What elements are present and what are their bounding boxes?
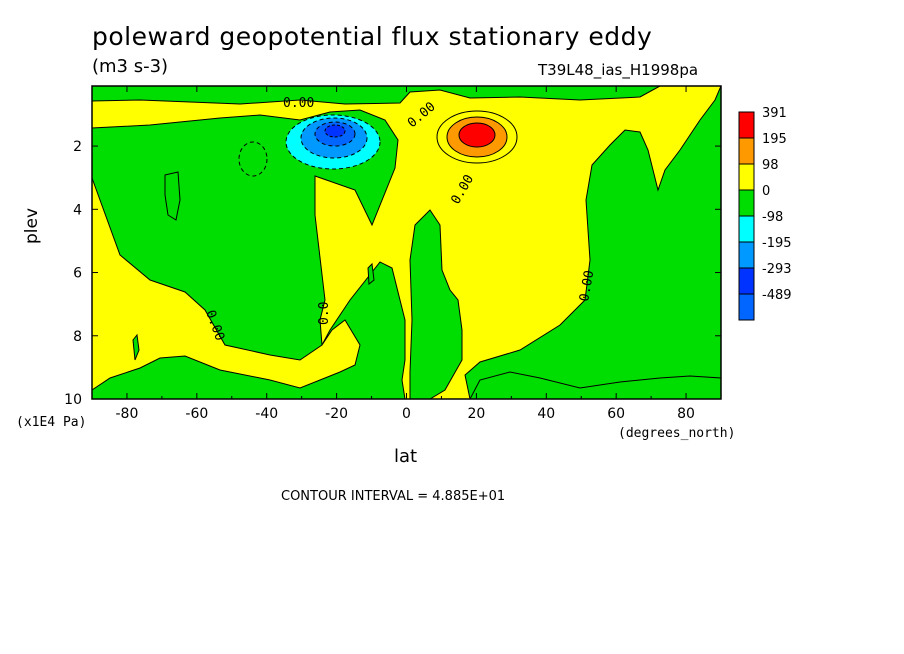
legend-swatch bbox=[738, 241, 755, 269]
x-axis-units: (degrees_north) bbox=[618, 426, 736, 441]
legend-swatch bbox=[738, 111, 755, 139]
chart-title: poleward geopotential flux stationary ed… bbox=[92, 22, 653, 51]
positive-extremum-inner bbox=[458, 122, 496, 148]
negative-pocket-c bbox=[367, 262, 375, 285]
legend-label: 391 bbox=[762, 106, 787, 121]
plot-area bbox=[91, 85, 722, 400]
negative-closed-contour bbox=[238, 141, 268, 177]
x-tick-label: -80 bbox=[116, 406, 139, 422]
y-tick-label: 10 bbox=[64, 392, 82, 408]
negative-region-west-lower bbox=[91, 261, 406, 400]
chart-units: (m3 s-3) bbox=[92, 56, 169, 77]
x-tick-label: 0 bbox=[402, 406, 411, 422]
x-tick-label: 80 bbox=[677, 406, 695, 422]
legend-label: -293 bbox=[762, 262, 792, 277]
x-axis-label: lat bbox=[394, 446, 418, 467]
negative-region-east bbox=[464, 85, 722, 400]
negative-region-central bbox=[409, 209, 463, 400]
legend-label: -489 bbox=[762, 288, 792, 303]
legend-label: -195 bbox=[762, 236, 792, 251]
y-tick-label: 4 bbox=[73, 202, 82, 218]
negative-pocket-b bbox=[132, 333, 140, 361]
negative-pocket-a bbox=[164, 171, 181, 221]
x-tick-label: 20 bbox=[467, 406, 485, 422]
y-axis: 2 4 6 8 10 bbox=[64, 139, 721, 408]
contour-interval-note: CONTOUR INTERVAL = 4.885E+01 bbox=[281, 489, 506, 504]
legend-swatch bbox=[738, 267, 755, 295]
x-tick-label: -20 bbox=[325, 406, 348, 422]
legend-label: 195 bbox=[762, 132, 787, 147]
contour-label: 0.0 bbox=[317, 302, 332, 325]
negative-extremum-core bbox=[324, 124, 346, 138]
x-tick-label: 40 bbox=[537, 406, 555, 422]
legend-swatch bbox=[738, 189, 755, 217]
x-tick-label: 60 bbox=[607, 406, 625, 422]
y-tick-label: 8 bbox=[73, 329, 82, 345]
legend-label: 98 bbox=[762, 158, 779, 173]
x-tick-label: -60 bbox=[185, 406, 208, 422]
colorbar-legend: 391 195 98 0 -98 -195 -293 -489 bbox=[738, 106, 792, 321]
x-tick-label: -40 bbox=[255, 406, 278, 422]
y-tick-label: 2 bbox=[73, 139, 82, 155]
negative-region-west bbox=[91, 109, 399, 361]
y-tick-label: 6 bbox=[73, 266, 82, 282]
y-axis-units: (x1E4 Pa) bbox=[16, 415, 87, 430]
contour-label: 0.00 bbox=[577, 269, 597, 302]
legend-label: -98 bbox=[762, 210, 783, 225]
legend-swatch bbox=[738, 293, 755, 321]
legend-swatch bbox=[738, 163, 755, 191]
negative-region-top bbox=[91, 85, 661, 105]
legend-swatch bbox=[738, 137, 755, 165]
x-axis: -80 -60 -40 -20 0 20 40 60 80 bbox=[91, 86, 722, 422]
experiment-label: T39L48_ias_H1998pa bbox=[538, 61, 699, 79]
legend-swatch bbox=[738, 215, 755, 243]
legend-label: 0 bbox=[762, 184, 770, 199]
contour-label: 0.00 bbox=[283, 96, 314, 111]
